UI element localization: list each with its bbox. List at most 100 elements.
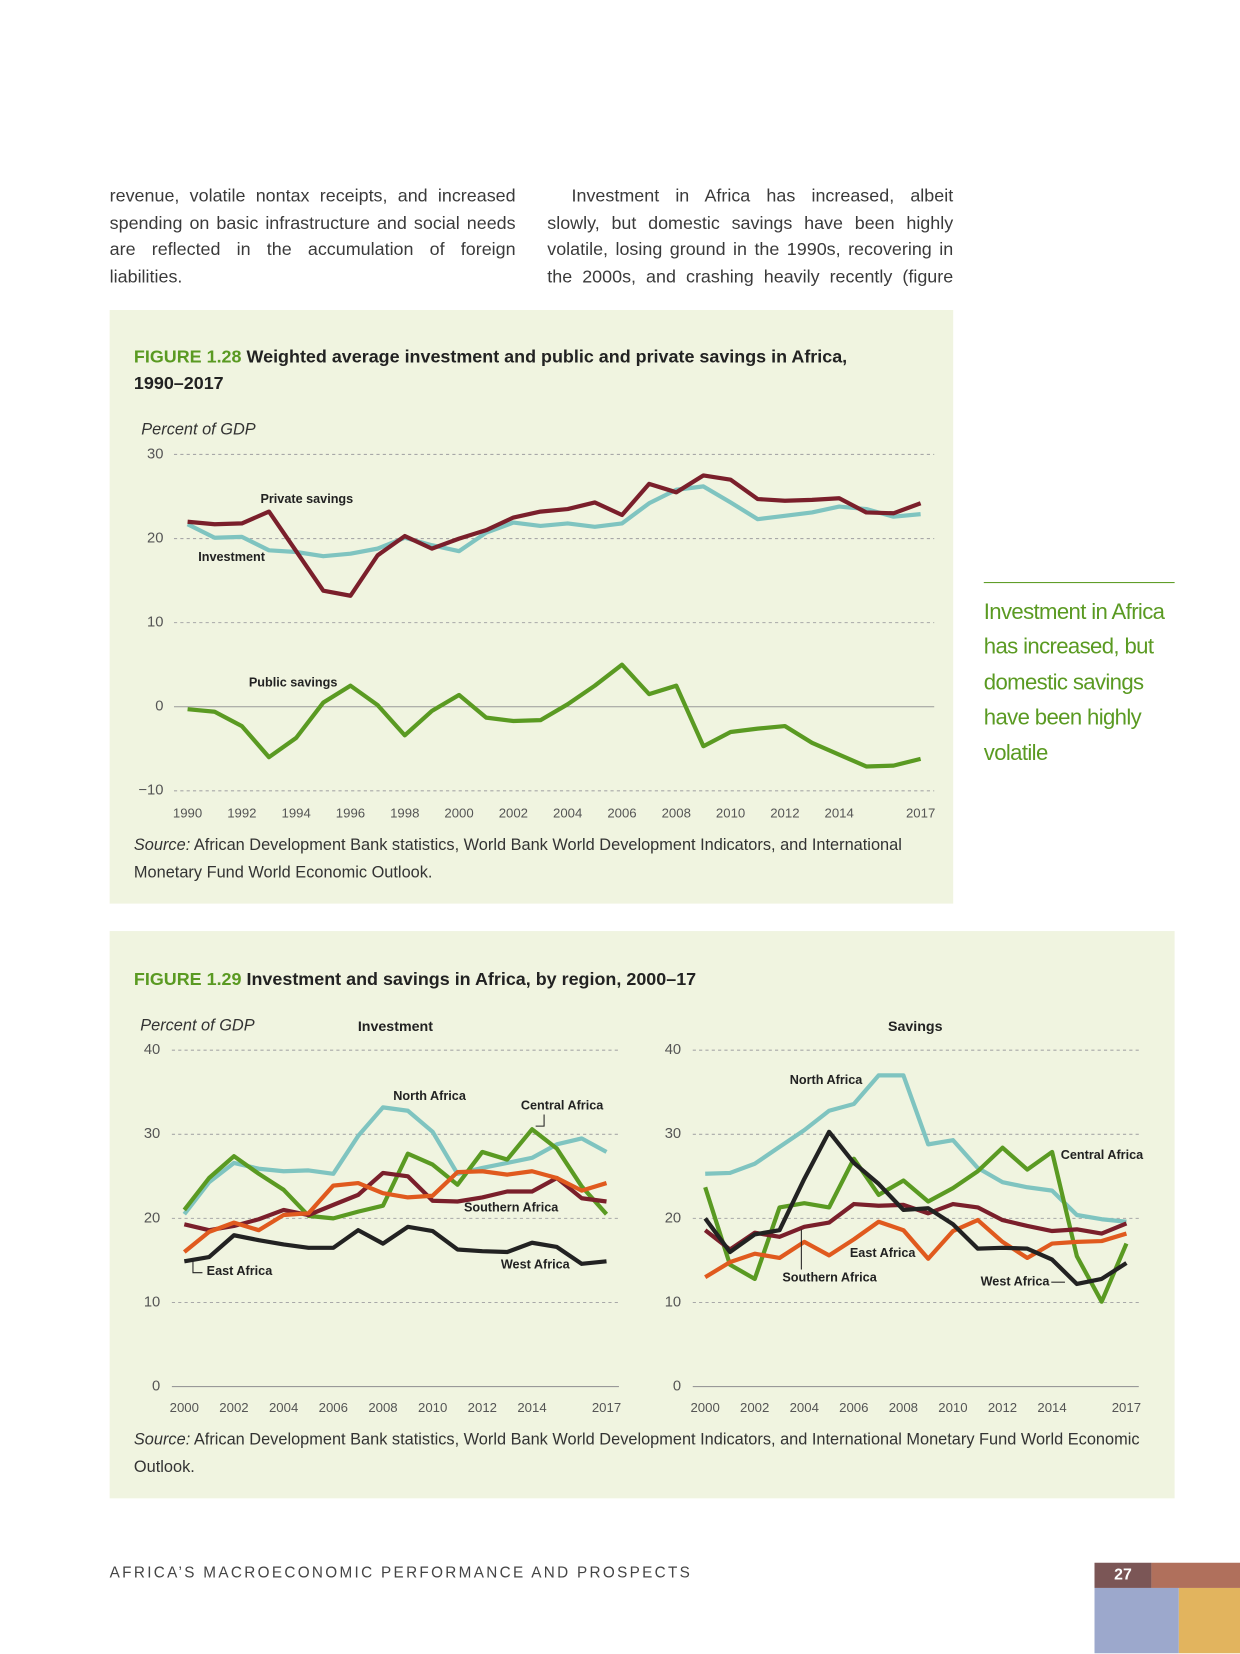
x-tick-label: 2004 (553, 805, 582, 820)
body-text: revenue, volatile nontax receipts, and i… (109, 185, 516, 287)
x-tick-label: 2014 (825, 805, 854, 820)
figure-title: FIGURE 1.28 Weighted average investment … (134, 344, 893, 397)
x-tick-label: 2004 (790, 1400, 819, 1415)
y-tick-label: 30 (665, 1126, 681, 1142)
series-line (182, 1127, 609, 1221)
x-tick-label: 2012 (468, 1400, 497, 1415)
series-label: Private savings (260, 492, 353, 506)
series-line (187, 473, 922, 598)
x-tick-label: 2008 (662, 805, 691, 820)
pull-quote-rule (983, 582, 1175, 584)
source-text: African Development Bank statistics, Wor… (133, 836, 902, 882)
y-tick-label: 30 (144, 1126, 160, 1142)
y-tick-label: 20 (144, 1210, 160, 1226)
x-tick-label: 2017 (1112, 1400, 1141, 1415)
x-tick-label: 2002 (740, 1400, 769, 1415)
x-tick-label: 2012 (770, 805, 799, 820)
figure-title-text: Weighted average investment and public a… (133, 346, 848, 394)
series-line (182, 1169, 608, 1254)
leader-line (535, 1114, 545, 1127)
y-tick-label: 0 (152, 1378, 160, 1394)
x-tick-label: 1990 (173, 805, 202, 820)
x-tick-label: 2017 (592, 1400, 621, 1415)
x-tick-label: 2010 (418, 1400, 447, 1415)
x-tick-label: 2002 (219, 1400, 248, 1415)
page-number-box: 27 (1094, 1562, 1240, 1654)
x-tick-label: 2014 (1037, 1400, 1066, 1415)
chart-title: Investment (358, 1019, 433, 1035)
y-tick-label: 20 (147, 530, 163, 546)
y-tick-label: 10 (665, 1294, 681, 1310)
y-tick-label: 40 (665, 1042, 681, 1058)
x-tick-label: 2008 (368, 1400, 397, 1415)
series-label: East Africa (207, 1264, 274, 1278)
x-tick-label: 1998 (390, 805, 419, 820)
source-text: African Development Bank statistics, Wor… (133, 1430, 1140, 1477)
figure-source: Source: African Development Bank statist… (134, 1427, 1157, 1482)
y-axis-label: Percent of GDP (140, 1016, 254, 1034)
series-label: Central Africa (1061, 1148, 1144, 1162)
series-line (704, 1217, 1128, 1280)
leader-line (192, 1261, 203, 1274)
y-tick-label: 10 (144, 1294, 160, 1310)
series-line (183, 1224, 607, 1266)
series-line (182, 1105, 608, 1216)
series-line (183, 1170, 607, 1233)
series-label: West Africa (981, 1275, 1051, 1289)
figure-title-text: Investment and savings in Africa, by reg… (246, 969, 697, 990)
x-tick-label: 2002 (499, 805, 528, 820)
series-line (703, 1129, 1128, 1287)
x-tick-label: 2012 (988, 1400, 1017, 1415)
x-tick-label: 2010 (938, 1400, 967, 1415)
chart-title: Savings (888, 1019, 943, 1035)
y-tick-label: 0 (155, 699, 163, 715)
footer: AFRICA’S MACROECONOMIC PERFORMANCE AND P… (109, 1564, 693, 1582)
series-label: Public savings (249, 676, 338, 690)
pull-quote: Investment in Africa has increased, but … (983, 599, 1165, 766)
page-number: 27 (1114, 1565, 1132, 1584)
series-label: Southern Africa (782, 1270, 877, 1284)
body-text: Investment in Africa has increased, albe… (547, 185, 954, 287)
x-tick-label: 2014 (517, 1400, 546, 1415)
y-tick-label: 40 (144, 1042, 160, 1058)
x-tick-label: 2004 (269, 1400, 298, 1415)
x-tick-label: 2010 (716, 805, 745, 820)
y-tick-label: 20 (665, 1210, 681, 1226)
y-axis-label: Percent of GDP (141, 421, 255, 439)
series-label: East Africa (850, 1246, 917, 1260)
x-tick-label: 2017 (906, 805, 935, 820)
series-label: North Africa (393, 1089, 467, 1103)
series-line (187, 662, 922, 769)
x-tick-label: 2000 (170, 1400, 199, 1415)
x-tick-label: 1992 (227, 805, 256, 820)
series-label: Southern Africa (464, 1201, 559, 1215)
figure-label: FIGURE 1.28 (133, 346, 242, 367)
series-label: West Africa (501, 1258, 571, 1272)
source-label: Source: (133, 1430, 191, 1449)
figure-panel (109, 309, 954, 904)
x-tick-label: 2006 (839, 1400, 868, 1415)
x-tick-label: 2008 (889, 1400, 918, 1415)
series-label: Central Africa (521, 1098, 604, 1112)
y-tick-label: −10 (138, 783, 163, 799)
x-tick-label: 1996 (336, 805, 365, 820)
source-label: Source: (133, 836, 191, 855)
series-line (705, 1073, 1127, 1224)
figure-source: Source: African Development Bank statist… (134, 832, 935, 887)
y-tick-label: 10 (147, 615, 163, 631)
series-line (186, 484, 921, 559)
series-label: Investment (198, 550, 266, 564)
series-line (703, 1145, 1129, 1304)
x-tick-label: 1994 (282, 805, 311, 820)
y-tick-label: 30 (147, 446, 163, 462)
y-tick-label: 0 (673, 1378, 681, 1394)
series-label: North Africa (790, 1073, 864, 1087)
figure-title: FIGURE 1.29 Investment and savings in Af… (134, 966, 1083, 992)
x-tick-label: 2000 (444, 805, 473, 820)
figure-label: FIGURE 1.29 (133, 969, 242, 990)
x-tick-label: 2006 (319, 1400, 348, 1415)
x-tick-label: 2006 (607, 805, 636, 820)
x-tick-label: 2000 (690, 1400, 719, 1415)
